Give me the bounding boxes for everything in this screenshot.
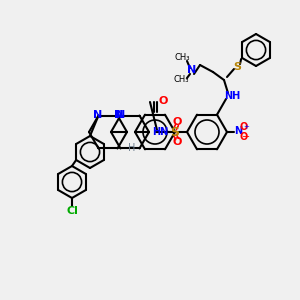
Text: N: N: [234, 126, 242, 136]
Text: N: N: [93, 110, 102, 119]
Text: N: N: [114, 110, 123, 119]
Text: HN: HN: [152, 127, 168, 137]
Text: N: N: [188, 65, 196, 75]
Text: O: O: [158, 96, 168, 106]
Text: O: O: [240, 132, 248, 142]
Text: O: O: [240, 122, 248, 132]
Text: NH: NH: [224, 91, 240, 101]
Text: O: O: [172, 117, 182, 127]
Text: CH₃: CH₃: [174, 53, 190, 62]
Text: −: −: [242, 132, 250, 142]
Text: S: S: [233, 62, 241, 72]
Text: S: S: [170, 125, 179, 139]
Text: +: +: [243, 124, 249, 130]
Text: H: H: [128, 143, 136, 153]
Text: O: O: [172, 137, 182, 147]
Text: N: N: [116, 110, 125, 119]
Text: Cl: Cl: [66, 206, 78, 216]
Text: CH₃: CH₃: [173, 76, 189, 85]
